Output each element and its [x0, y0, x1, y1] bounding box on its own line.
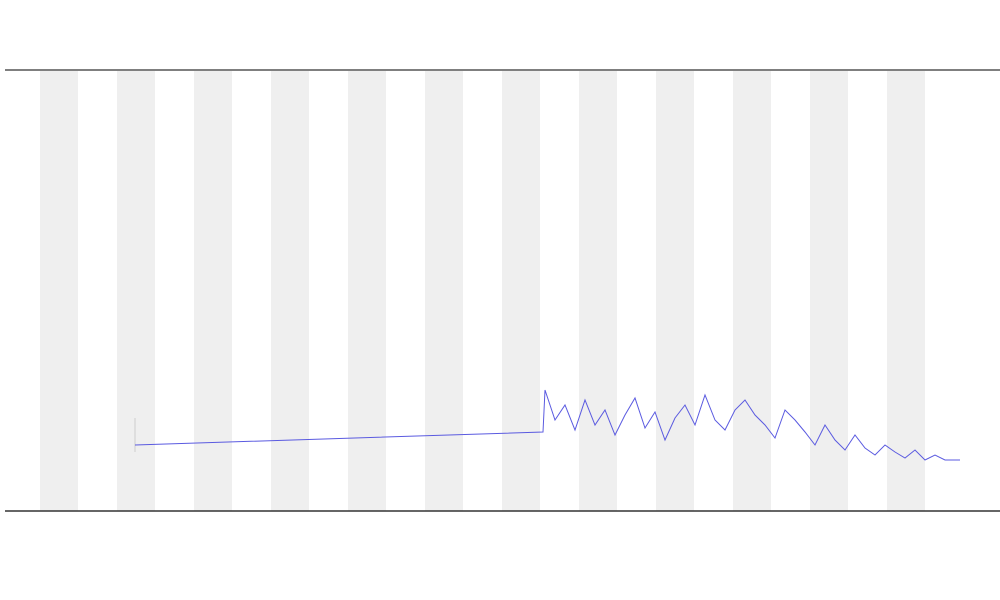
band	[425, 71, 463, 511]
line-series	[134, 389, 960, 461]
band	[271, 71, 309, 511]
band	[656, 71, 694, 511]
band	[810, 71, 848, 511]
band	[733, 71, 771, 511]
band	[117, 71, 155, 511]
background-bands	[40, 71, 925, 511]
band	[40, 71, 78, 511]
band	[194, 71, 232, 511]
band	[579, 71, 617, 511]
band	[348, 71, 386, 511]
band	[502, 71, 540, 511]
band	[887, 71, 925, 511]
